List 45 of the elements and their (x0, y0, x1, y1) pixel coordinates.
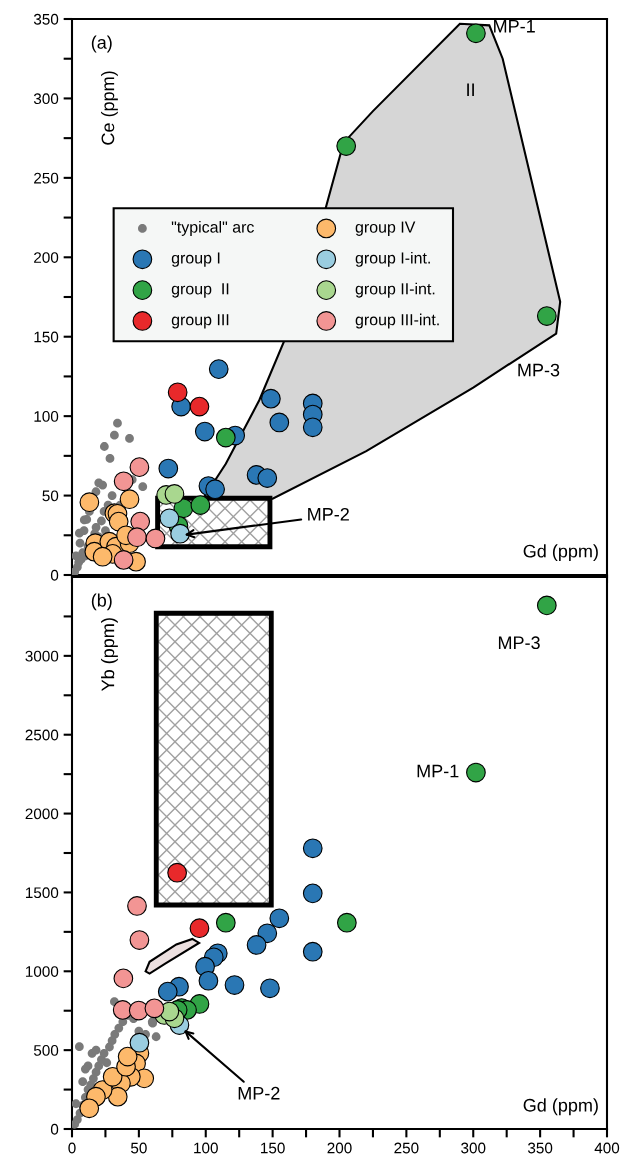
y-tick-label: 100 (34, 411, 59, 422)
x-tick-label: 350 (527, 1142, 553, 1154)
annotation: MP-2 (308, 507, 349, 521)
y-tick-label: 50 (42, 490, 59, 502)
y-tick-label: 300 (33, 93, 59, 105)
y-axis-title: Yb (ppm) (101, 618, 118, 691)
x-tick-label: 300 (461, 1142, 486, 1154)
y-tick-label: 200 (34, 252, 59, 263)
legend-label: group III-int. (355, 313, 439, 329)
annotation: II (467, 83, 474, 96)
x-tick-label: 250 (394, 1142, 419, 1154)
y-tick-label: 0 (50, 1123, 59, 1135)
y-tick-label: 1000 (25, 966, 59, 977)
annotation: MP-1 (417, 764, 459, 778)
annotation: MP-2 (238, 1086, 280, 1100)
annotation: (b) (91, 593, 112, 611)
annotation: MP-3 (518, 363, 560, 377)
legend-label: group IV (355, 221, 416, 236)
y-tick-label: 350 (33, 13, 59, 25)
x-tick-label: 100 (194, 1142, 218, 1154)
legend-label: group I-int. (355, 251, 430, 267)
y-tick-label: 1500 (25, 887, 59, 899)
y-tick-label: 500 (33, 1045, 59, 1056)
legend-label: group III (171, 314, 229, 329)
legend-label: group II (171, 283, 229, 298)
legend-label: group I (171, 252, 220, 267)
x-tick-label: 50 (130, 1142, 147, 1154)
y-tick-label: 250 (34, 172, 59, 184)
y-tick-label: 0 (50, 569, 59, 581)
legend-label: group II-int. (355, 282, 435, 298)
annotation: MP-3 (498, 636, 540, 650)
legend-label: "typical" arc (171, 221, 254, 236)
y-tick-label: 3000 (25, 650, 59, 662)
annotation: (a) (91, 35, 112, 53)
x-tick-label: 0 (68, 1142, 76, 1154)
y-tick-label: 2000 (25, 808, 59, 820)
x-axis-title: Gd (ppm) (523, 1098, 598, 1116)
x-tick-label: 150 (261, 1142, 285, 1154)
y-axis-title: Ce (ppm) (101, 71, 118, 145)
x-tick-label: 200 (327, 1142, 352, 1154)
y-tick-label: 150 (34, 331, 59, 343)
y-tick-label: 2500 (25, 729, 59, 741)
x-axis-title: Gd (ppm) (523, 544, 598, 562)
x-tick-label: 400 (594, 1142, 620, 1154)
annotation: MP-1 (494, 19, 535, 33)
